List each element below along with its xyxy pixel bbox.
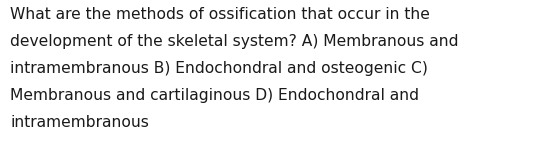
Text: development of the skeletal system? A) Membranous and: development of the skeletal system? A) M…: [10, 34, 459, 49]
Text: What are the methods of ossification that occur in the: What are the methods of ossification tha…: [10, 7, 430, 22]
Text: intramembranous B) Endochondral and osteogenic C): intramembranous B) Endochondral and oste…: [10, 61, 428, 76]
Text: intramembranous: intramembranous: [10, 115, 149, 130]
Text: Membranous and cartilaginous D) Endochondral and: Membranous and cartilaginous D) Endochon…: [10, 88, 419, 103]
